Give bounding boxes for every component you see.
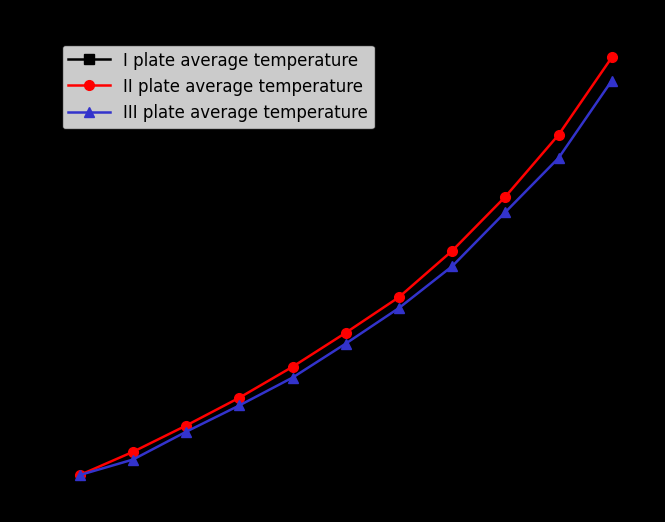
III plate average temperature <box>129 456 137 462</box>
III plate average temperature <box>235 402 243 409</box>
III plate average temperature <box>289 374 297 381</box>
II plate average temperature <box>501 194 509 200</box>
I plate average temperature <box>129 453 137 459</box>
III plate average temperature <box>76 472 84 478</box>
III plate average temperature <box>448 263 456 269</box>
I plate average temperature <box>289 382 297 388</box>
III plate average temperature <box>501 209 509 215</box>
Legend: I plate average temperature, II plate average temperature, III plate average tem: I plate average temperature, II plate av… <box>62 45 375 129</box>
I plate average temperature <box>608 124 616 130</box>
II plate average temperature <box>76 472 84 478</box>
II plate average temperature <box>289 364 297 370</box>
III plate average temperature <box>395 305 403 311</box>
Line: II plate average temperature: II plate average temperature <box>75 53 616 480</box>
III plate average temperature <box>555 155 563 161</box>
I plate average temperature <box>235 410 243 416</box>
III plate average temperature <box>608 77 616 84</box>
I plate average temperature <box>448 286 456 292</box>
I plate average temperature <box>395 325 403 331</box>
II plate average temperature <box>182 422 190 429</box>
I plate average temperature <box>342 356 350 362</box>
I plate average temperature <box>76 472 84 478</box>
II plate average temperature <box>448 247 456 254</box>
I plate average temperature <box>555 186 563 192</box>
II plate average temperature <box>395 294 403 300</box>
I plate average temperature <box>501 240 509 246</box>
I plate average temperature <box>182 433 190 440</box>
Line: I plate average temperature: I plate average temperature <box>75 122 616 480</box>
Line: III plate average temperature: III plate average temperature <box>75 76 616 480</box>
II plate average temperature <box>555 132 563 138</box>
III plate average temperature <box>182 429 190 435</box>
II plate average temperature <box>608 54 616 61</box>
II plate average temperature <box>342 329 350 336</box>
II plate average temperature <box>129 449 137 455</box>
II plate average temperature <box>235 395 243 401</box>
III plate average temperature <box>342 340 350 347</box>
